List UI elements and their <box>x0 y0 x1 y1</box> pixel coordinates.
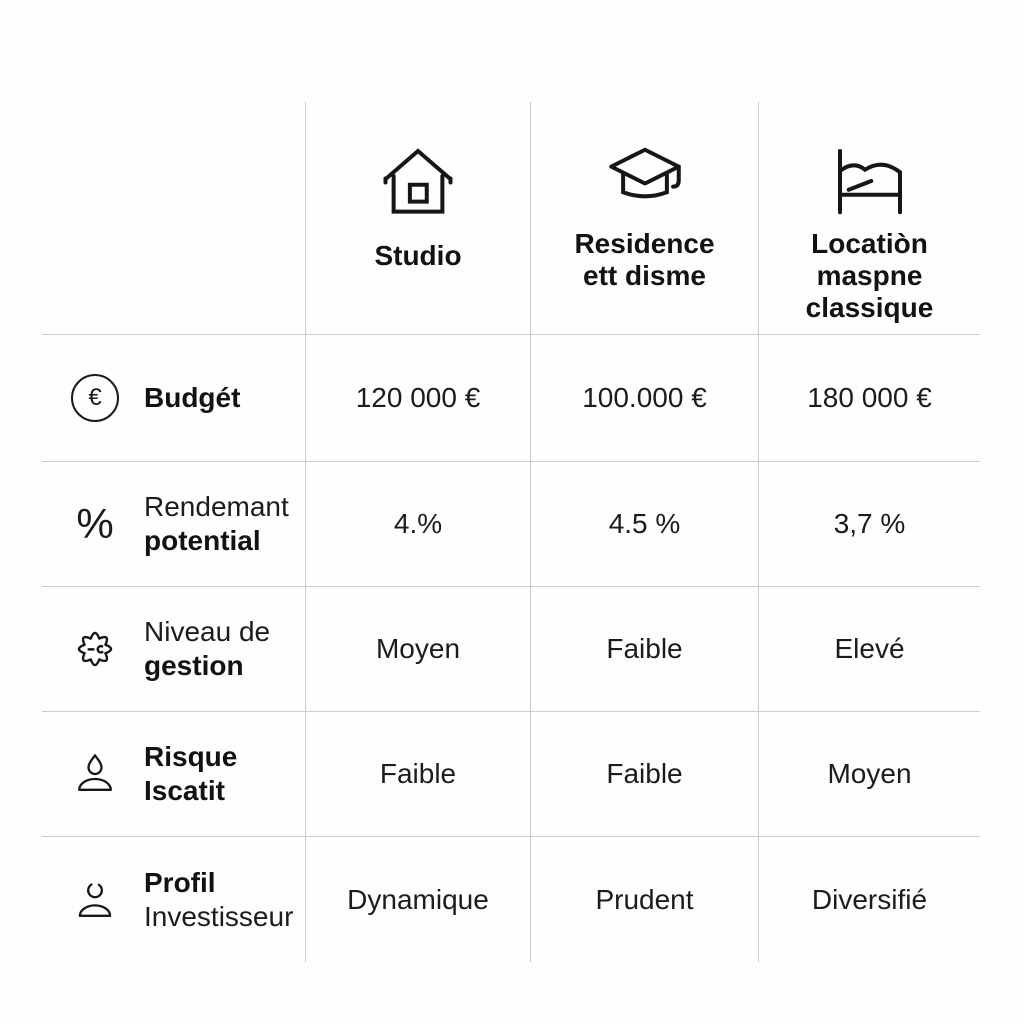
value-rendement-residence: 4.5 % <box>530 461 758 586</box>
value-profil-location: Diversifié <box>758 836 980 962</box>
value-rendement-studio: 4.% <box>305 461 530 586</box>
table-corner-spacer <box>42 102 305 334</box>
euro-circle-icon: € <box>70 374 120 422</box>
value-risque-residence: Faible <box>530 711 758 836</box>
value-gestion-location: Elevé <box>758 586 980 711</box>
row-label-line: gestion <box>144 650 244 681</box>
header-line: maspne <box>816 260 923 291</box>
value-risque-location: Moyen <box>758 711 980 836</box>
column-header-label: Residence ett disme <box>574 228 714 292</box>
header-line: classique <box>805 292 934 323</box>
person-icon <box>70 877 120 923</box>
house-icon <box>378 136 458 226</box>
row-label-line: Risque <box>144 741 238 772</box>
row-label-profil: Profil Investisseur <box>42 836 305 962</box>
value-profil-residence: Prudent <box>530 836 758 962</box>
value-gestion-studio: Moyen <box>305 586 530 711</box>
row-label-line: Profil <box>144 866 216 898</box>
comparison-table: Studio Residence ett disme <box>42 102 980 962</box>
row-label-line: Investisseur <box>144 900 294 932</box>
percent-icon: % <box>76 500 114 547</box>
header-line: Locatiòn <box>811 228 928 259</box>
header-line: Studio <box>374 240 462 271</box>
row-label-budget: € Budgét <box>42 334 305 461</box>
row-label-line: Niveau de <box>144 616 271 647</box>
row-label-risque: Risque Iscatit <box>42 711 305 836</box>
row-label-rendement: % Rendemant potential <box>42 461 305 586</box>
column-header-label: Locatiòn maspne classique <box>806 228 934 324</box>
header-line: ett disme <box>583 260 706 291</box>
gear-icon <box>70 625 120 673</box>
column-header-residence: Residence ett disme <box>530 102 758 334</box>
value-gestion-residence: Faible <box>530 586 758 711</box>
value-profil-studio: Dynamique <box>305 836 530 962</box>
header-line: Residence <box>574 228 715 259</box>
value-rendement-location: 3,7 % <box>758 461 980 586</box>
value-budget-location: 180 000 € <box>758 334 980 461</box>
row-label-line: Budgét <box>144 382 241 413</box>
row-label-line: Iscatit <box>144 775 225 806</box>
value-risque-studio: Faible <box>305 711 530 836</box>
row-label-line: Rendemant <box>144 491 289 522</box>
value-budget-studio: 120 000 € <box>305 334 530 461</box>
row-label-line: potential <box>144 525 261 556</box>
value-budget-residence: 100.000 € <box>530 334 758 461</box>
column-header-location: Locatiòn maspne classique <box>758 102 980 334</box>
row-label-gestion: Niveau de gestion <box>42 586 305 711</box>
bed-icon <box>830 136 910 226</box>
graduation-cap-icon <box>603 136 687 226</box>
column-header-label: Studio <box>374 228 461 272</box>
droplet-icon <box>70 751 120 797</box>
column-header-studio: Studio <box>305 102 530 334</box>
